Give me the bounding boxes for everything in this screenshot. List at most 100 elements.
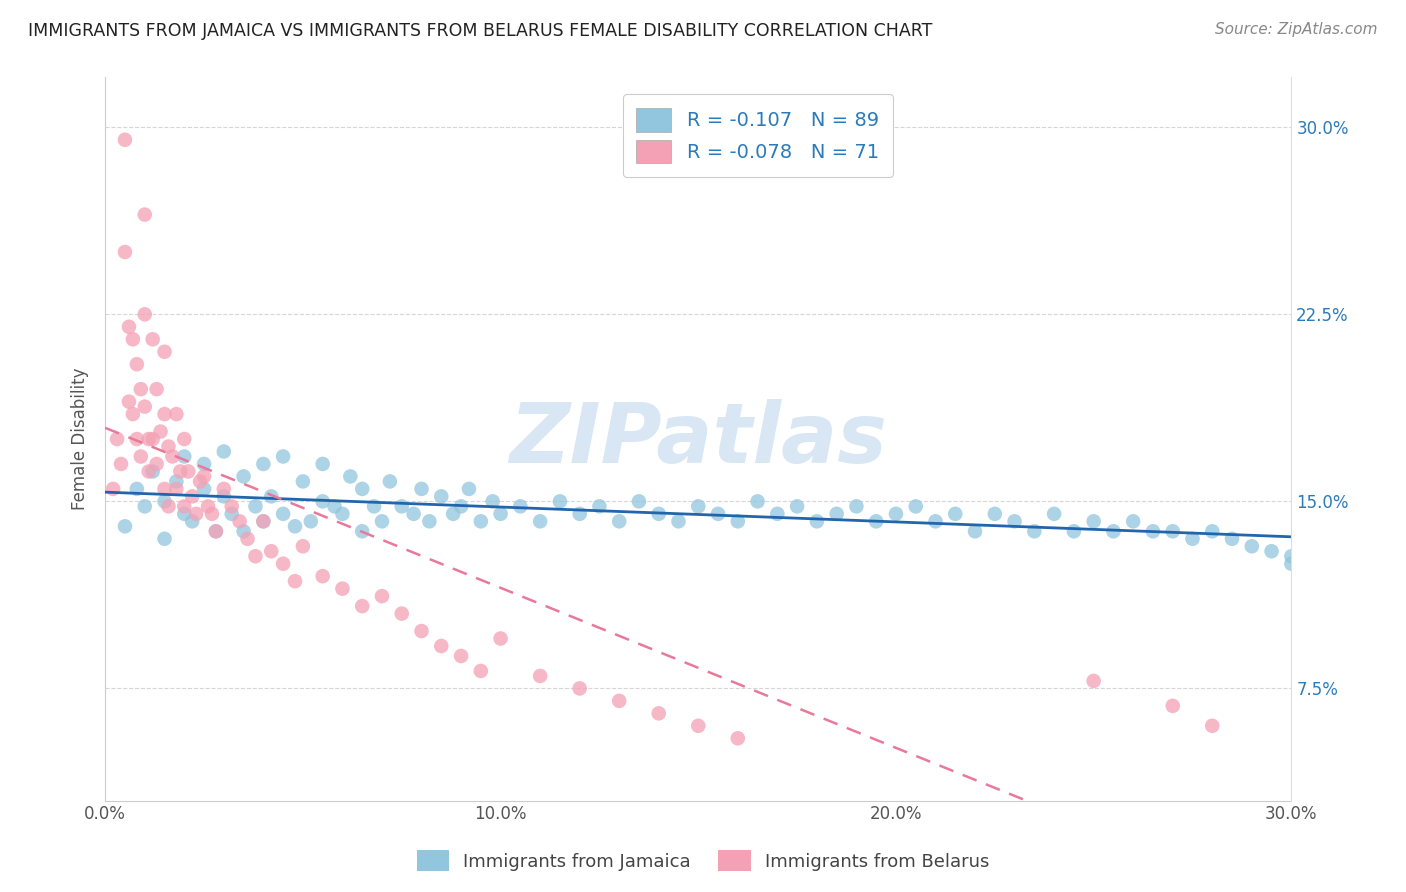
Point — [138, 465, 160, 479]
Point — [1279, 557, 1302, 571]
Point — [142, 432, 165, 446]
Point — [110, 457, 132, 471]
Point — [245, 549, 267, 564]
Point — [1220, 532, 1243, 546]
Legend: R = -0.107   N = 89, R = -0.078   N = 71: R = -0.107 N = 89, R = -0.078 N = 71 — [623, 95, 893, 177]
Point — [727, 731, 749, 746]
Point — [391, 500, 413, 514]
Point — [402, 507, 425, 521]
Point — [1063, 524, 1085, 539]
Point — [489, 632, 512, 646]
Point — [173, 500, 195, 514]
Point — [193, 482, 215, 496]
Point — [529, 514, 551, 528]
Point — [607, 694, 630, 708]
Point — [1240, 539, 1263, 553]
Point — [363, 500, 385, 514]
Point — [450, 500, 472, 514]
Point — [114, 133, 136, 147]
Point — [114, 519, 136, 533]
Point — [481, 494, 503, 508]
Point — [271, 450, 294, 464]
Point — [118, 319, 141, 334]
Point — [648, 706, 671, 721]
Point — [1260, 544, 1282, 558]
Point — [153, 494, 176, 508]
Point — [284, 519, 307, 533]
Point — [157, 440, 180, 454]
Point — [129, 450, 152, 464]
Point — [311, 494, 333, 508]
Point — [252, 514, 274, 528]
Point — [162, 450, 184, 464]
Point — [688, 500, 710, 514]
Text: IMMIGRANTS FROM JAMAICA VS IMMIGRANTS FROM BELARUS FEMALE DISABILITY CORRELATION: IMMIGRANTS FROM JAMAICA VS IMMIGRANTS FR… — [28, 22, 932, 40]
Point — [125, 482, 148, 496]
Point — [1201, 719, 1223, 733]
Point — [1083, 514, 1105, 528]
Point — [153, 344, 176, 359]
Point — [145, 457, 167, 471]
Point — [1083, 673, 1105, 688]
Point — [332, 507, 354, 521]
Point — [378, 475, 401, 489]
Point — [188, 475, 211, 489]
Point — [205, 524, 228, 539]
Point — [707, 507, 730, 521]
Point — [339, 469, 361, 483]
Point — [181, 514, 204, 528]
Point — [165, 475, 187, 489]
Point — [299, 514, 322, 528]
Point — [101, 482, 124, 496]
Point — [245, 500, 267, 514]
Point — [232, 469, 254, 483]
Point — [291, 539, 314, 553]
Point — [411, 482, 433, 496]
Point — [984, 507, 1007, 521]
Point — [509, 500, 531, 514]
Text: ZIPatlas: ZIPatlas — [509, 399, 887, 480]
Point — [173, 432, 195, 446]
Point — [668, 514, 690, 528]
Point — [747, 494, 769, 508]
Point — [786, 500, 808, 514]
Point — [201, 507, 224, 521]
Point — [766, 507, 789, 521]
Y-axis label: Female Disability: Female Disability — [72, 368, 89, 510]
Point — [173, 507, 195, 521]
Point — [1004, 514, 1026, 528]
Text: Source: ZipAtlas.com: Source: ZipAtlas.com — [1215, 22, 1378, 37]
Point — [138, 432, 160, 446]
Point — [165, 482, 187, 496]
Point — [418, 514, 440, 528]
Point — [212, 444, 235, 458]
Point — [149, 425, 172, 439]
Point — [125, 357, 148, 371]
Point — [352, 599, 374, 613]
Point — [352, 482, 374, 496]
Point — [688, 719, 710, 733]
Point — [134, 400, 156, 414]
Point — [134, 307, 156, 321]
Point — [332, 582, 354, 596]
Point — [1279, 549, 1302, 564]
Point — [284, 574, 307, 589]
Point — [271, 557, 294, 571]
Point — [228, 514, 250, 528]
Point — [627, 494, 650, 508]
Point — [193, 469, 215, 483]
Point — [450, 648, 472, 663]
Point — [865, 514, 887, 528]
Point — [568, 507, 591, 521]
Point — [371, 589, 394, 603]
Point — [122, 332, 145, 346]
Point — [212, 482, 235, 496]
Point — [169, 465, 191, 479]
Point — [311, 569, 333, 583]
Point — [441, 507, 464, 521]
Point — [430, 489, 453, 503]
Point — [529, 669, 551, 683]
Point — [153, 532, 176, 546]
Point — [607, 514, 630, 528]
Point — [173, 450, 195, 464]
